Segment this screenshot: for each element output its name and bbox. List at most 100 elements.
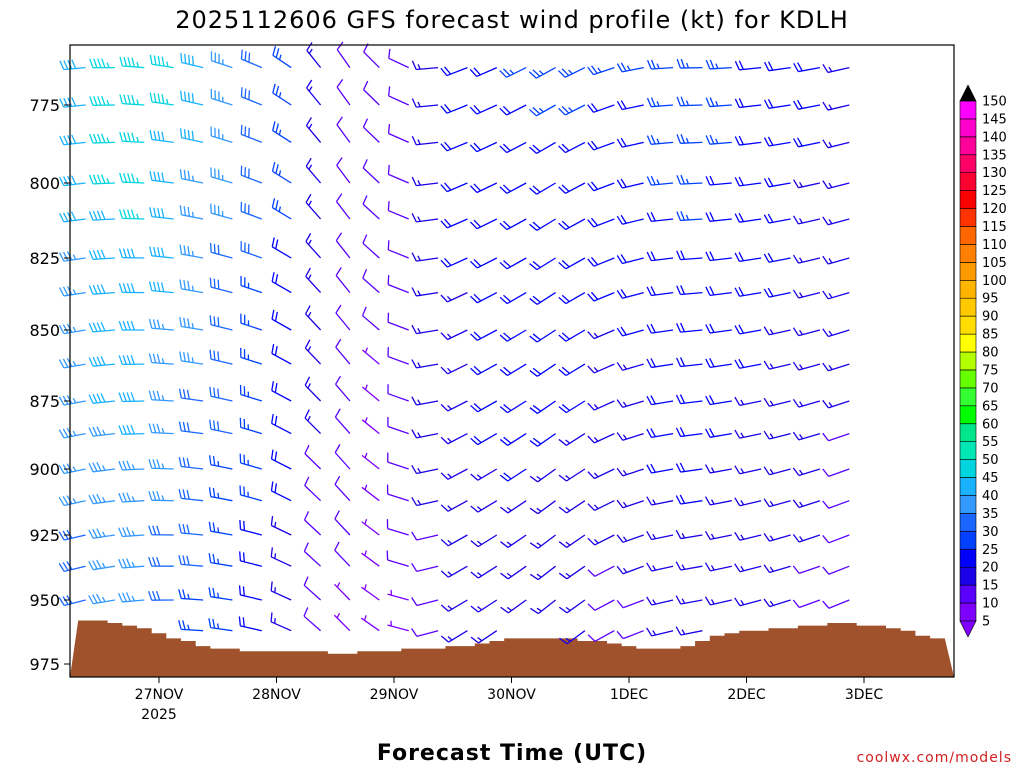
barb-full bbox=[646, 596, 653, 606]
barb-full bbox=[822, 255, 829, 265]
barb-full bbox=[620, 62, 627, 72]
barb-full bbox=[271, 198, 276, 208]
barb-half bbox=[222, 96, 224, 103]
barb-staff bbox=[388, 132, 409, 143]
colorbar-tick-label: 130 bbox=[982, 166, 1007, 181]
barb-full bbox=[179, 128, 183, 138]
y-tick-label: 825 bbox=[29, 249, 60, 268]
barb-half bbox=[187, 593, 190, 600]
barb-half bbox=[187, 624, 190, 631]
colorbar-tick-label: 150 bbox=[982, 95, 1007, 110]
barb-full bbox=[561, 403, 571, 412]
barb-staff bbox=[334, 518, 351, 536]
wind-barb bbox=[763, 564, 791, 574]
barb-full bbox=[616, 215, 623, 225]
barb-full bbox=[734, 359, 741, 369]
barb-staff bbox=[387, 559, 409, 567]
barb-full bbox=[186, 389, 190, 400]
barb-full bbox=[92, 250, 98, 260]
barb-full bbox=[616, 534, 624, 543]
barb-half bbox=[307, 383, 311, 389]
barb-full bbox=[59, 135, 65, 146]
wind-barb bbox=[469, 67, 498, 78]
barb-full bbox=[587, 435, 595, 444]
colorbar-tick-label: 35 bbox=[982, 507, 999, 522]
barb-full bbox=[646, 97, 652, 107]
barb-full bbox=[218, 128, 220, 139]
barb-full bbox=[303, 542, 309, 552]
barb-full bbox=[209, 349, 212, 360]
wind-barb bbox=[58, 463, 86, 475]
barb-staff bbox=[151, 63, 174, 69]
barb-full bbox=[208, 455, 212, 465]
wind-barb bbox=[387, 452, 409, 470]
barb-full bbox=[767, 136, 774, 146]
barb-full bbox=[411, 176, 417, 186]
barb-staff bbox=[448, 630, 468, 643]
barb-full bbox=[500, 506, 509, 514]
barb-full bbox=[123, 132, 127, 142]
barb-full bbox=[336, 79, 344, 88]
barb-staff bbox=[304, 417, 322, 435]
barb-staff bbox=[181, 177, 204, 184]
barb-full bbox=[473, 259, 482, 267]
barb-full bbox=[213, 316, 216, 326]
barb-half bbox=[799, 364, 804, 370]
barb-half bbox=[447, 505, 453, 510]
barb-full bbox=[183, 206, 187, 216]
barb-full bbox=[650, 323, 656, 333]
wind-barb bbox=[616, 432, 644, 441]
wind-barb bbox=[646, 496, 674, 506]
barb-full bbox=[675, 357, 682, 367]
wind-barb bbox=[792, 499, 821, 509]
barb-full bbox=[532, 260, 541, 269]
barb-full bbox=[646, 176, 652, 186]
wind-barb bbox=[240, 347, 262, 365]
wind-barb bbox=[118, 424, 145, 436]
barb-full bbox=[650, 358, 656, 368]
barb-full bbox=[646, 428, 653, 438]
colorbar-tick-label: 55 bbox=[982, 435, 999, 450]
barb-full bbox=[88, 494, 94, 505]
barb-staff bbox=[336, 49, 351, 68]
barb-half bbox=[247, 424, 250, 430]
wind-barb bbox=[499, 292, 527, 305]
barb-full bbox=[499, 70, 507, 78]
barb-full bbox=[63, 60, 69, 70]
barb-full bbox=[529, 369, 538, 377]
barb-full bbox=[212, 522, 216, 532]
chart-title: 2025112606 GFS forecast wind profile (kt… bbox=[175, 6, 849, 34]
barb-full bbox=[444, 104, 452, 113]
barb-half bbox=[417, 467, 422, 474]
barb-staff bbox=[477, 329, 498, 341]
barb-half bbox=[536, 475, 542, 481]
barb-full bbox=[306, 79, 313, 89]
barb-full bbox=[214, 168, 216, 179]
barb-full bbox=[71, 59, 77, 69]
barb-full bbox=[529, 507, 539, 515]
barb-staff bbox=[361, 454, 380, 470]
barb-half bbox=[364, 452, 368, 459]
wind-barb bbox=[616, 214, 644, 225]
barb-full bbox=[502, 68, 511, 77]
wind-barb bbox=[118, 209, 145, 220]
wind-barb bbox=[239, 453, 262, 470]
wind-barb bbox=[335, 338, 351, 365]
wind-barb bbox=[270, 516, 292, 536]
barb-full bbox=[130, 392, 135, 402]
wind-barb bbox=[646, 286, 674, 297]
wind-barb bbox=[587, 565, 615, 577]
wind-barb bbox=[411, 324, 439, 335]
barb-half bbox=[477, 636, 483, 642]
barb-full bbox=[188, 54, 191, 65]
barb-full bbox=[63, 176, 69, 186]
wind-barb bbox=[240, 87, 263, 106]
barb-full bbox=[182, 620, 186, 630]
barb-full bbox=[59, 213, 65, 223]
barb-full bbox=[182, 523, 186, 534]
wind-barb bbox=[558, 400, 586, 414]
wind-barb bbox=[529, 363, 556, 377]
barb-half bbox=[477, 540, 482, 546]
colorbar-swatch bbox=[959, 584, 977, 604]
barb-full bbox=[650, 135, 656, 145]
